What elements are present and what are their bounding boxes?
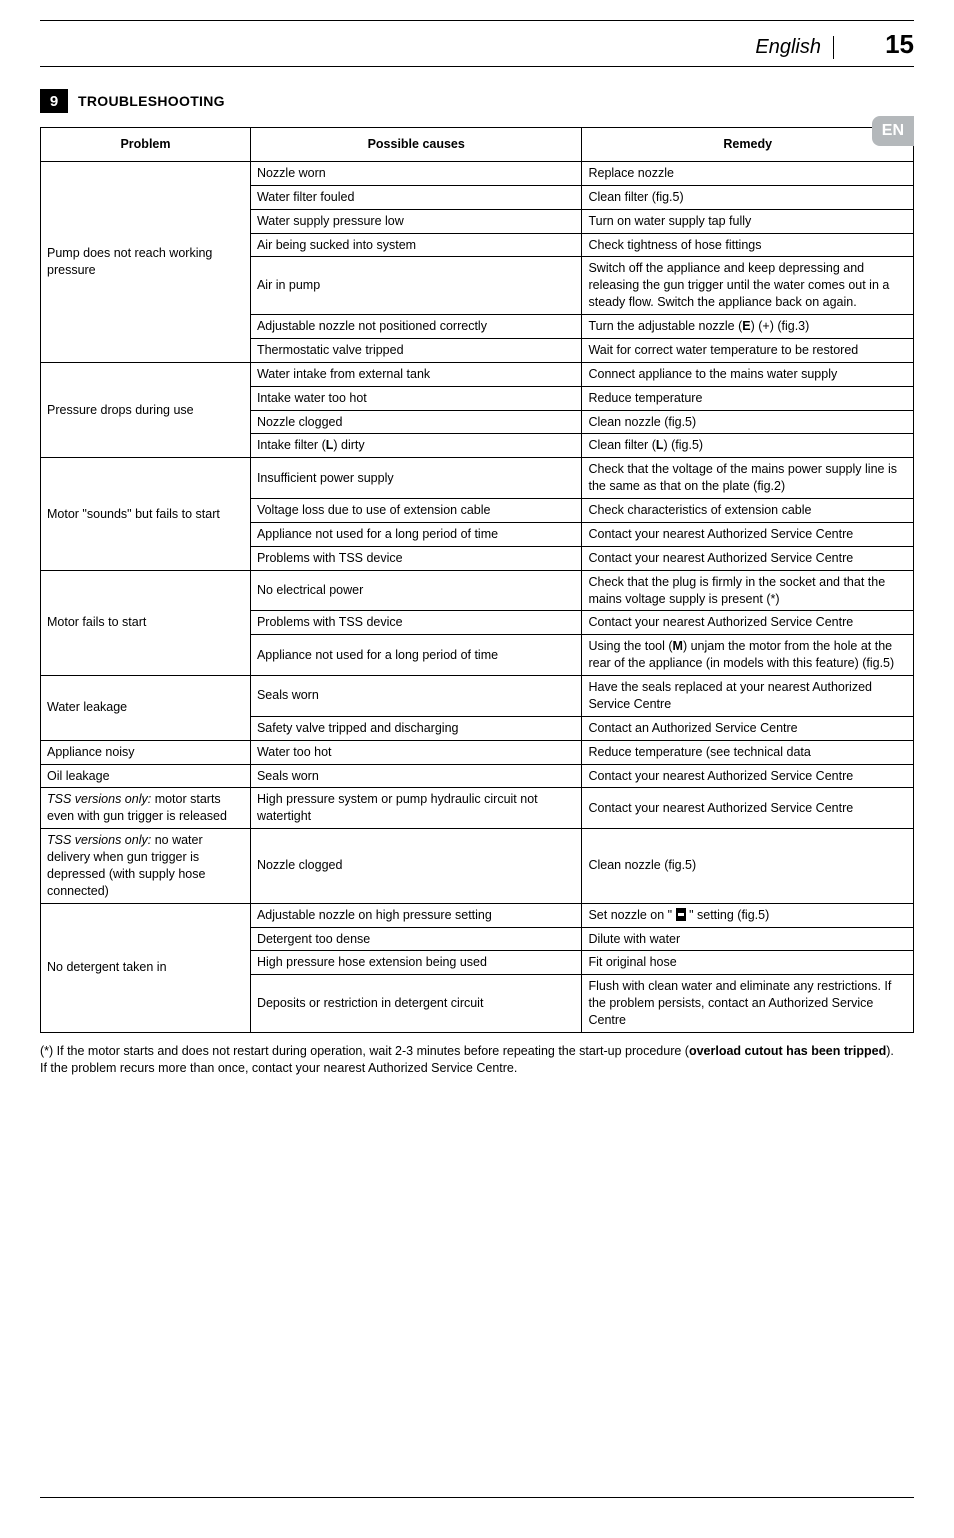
table-row: TSS versions only: motor starts even wit…: [41, 788, 914, 829]
remedy-cell: Dilute with water: [582, 927, 914, 951]
problem-cell: Motor fails to start: [41, 570, 251, 675]
cause-cell: Intake filter (L) dirty: [250, 434, 582, 458]
cause-cell: Water supply pressure low: [250, 209, 582, 233]
cause-cell: Safety valve tripped and discharging: [250, 716, 582, 740]
table-row: Water leakageSeals wornHave the seals re…: [41, 676, 914, 717]
page-header: English 15: [40, 29, 914, 67]
problem-cell: Motor "sounds" but fails to start: [41, 458, 251, 570]
col-causes: Possible causes: [250, 128, 582, 162]
remedy-cell: Check that the plug is firmly in the soc…: [582, 570, 914, 611]
table-row: Oil leakageSeals wornContact your neares…: [41, 764, 914, 788]
cause-cell: Detergent too dense: [250, 927, 582, 951]
cause-cell: Adjustable nozzle on high pressure setti…: [250, 903, 582, 927]
remedy-cell: Contact your nearest Authorized Service …: [582, 611, 914, 635]
section-title: TROUBLESHOOTING: [68, 89, 235, 113]
remedy-cell: Contact your nearest Authorized Service …: [582, 788, 914, 829]
cause-cell: Air in pump: [250, 257, 582, 315]
remedy-cell: Fit original hose: [582, 951, 914, 975]
problem-cell: Water leakage: [41, 676, 251, 741]
remedy-cell: Check that the voltage of the mains powe…: [582, 458, 914, 499]
remedy-cell: Contact your nearest Authorized Service …: [582, 546, 914, 570]
cause-cell: High pressure hose extension being used: [250, 951, 582, 975]
remedy-cell: Reduce temperature: [582, 386, 914, 410]
remedy-cell: Turn the adjustable nozzle (E) (+) (fig.…: [582, 315, 914, 339]
remedy-cell: Using the tool (M) unjam the motor from …: [582, 635, 914, 676]
cause-cell: Voltage loss due to use of extension cab…: [250, 499, 582, 523]
cause-cell: Water filter fouled: [250, 185, 582, 209]
remedy-cell: Replace nozzle: [582, 161, 914, 185]
table-body: Pump does not reach working pressureNozz…: [41, 161, 914, 1032]
cause-cell: Adjustable nozzle not positioned correct…: [250, 315, 582, 339]
problem-cell: Appliance noisy: [41, 740, 251, 764]
cause-cell: Nozzle clogged: [250, 829, 582, 904]
cause-cell: Water too hot: [250, 740, 582, 764]
problem-cell: Oil leakage: [41, 764, 251, 788]
cause-cell: Appliance not used for a long period of …: [250, 635, 582, 676]
table-header: Problem Possible causes Remedy: [41, 128, 914, 162]
remedy-cell: Contact your nearest Authorized Service …: [582, 764, 914, 788]
language-label: English: [755, 36, 834, 59]
troubleshooting-table: Problem Possible causes Remedy Pump does…: [40, 127, 914, 1033]
table-row: No detergent taken inAdjustable nozzle o…: [41, 903, 914, 927]
cause-cell: High pressure system or pump hydraulic c…: [250, 788, 582, 829]
footnote-pre: (*) If the motor starts and does not res…: [40, 1044, 689, 1058]
page-number: 15: [874, 29, 914, 60]
cause-cell: Seals worn: [250, 676, 582, 717]
remedy-cell: Contact an Authorized Service Centre: [582, 716, 914, 740]
problem-cell: Pump does not reach working pressure: [41, 161, 251, 362]
problem-cell: Pressure drops during use: [41, 362, 251, 458]
col-remedy: Remedy: [582, 128, 914, 162]
remedy-cell: Clean filter (fig.5): [582, 185, 914, 209]
remedy-cell: Check characteristics of extension cable: [582, 499, 914, 523]
remedy-cell: Clean filter (L) (fig.5): [582, 434, 914, 458]
cause-cell: Water intake from external tank: [250, 362, 582, 386]
remedy-cell: Flush with clean water and eliminate any…: [582, 975, 914, 1033]
remedy-cell: Contact your nearest Authorized Service …: [582, 522, 914, 546]
problem-cell: TSS versions only: no water delivery whe…: [41, 829, 251, 904]
remedy-cell: Turn on water supply tap fully: [582, 209, 914, 233]
table-row: Pressure drops during useWater intake fr…: [41, 362, 914, 386]
cause-cell: Deposits or restriction in detergent cir…: [250, 975, 582, 1033]
cause-cell: Nozzle clogged: [250, 410, 582, 434]
remedy-cell: Clean nozzle (fig.5): [582, 410, 914, 434]
col-problem: Problem: [41, 128, 251, 162]
remedy-cell: Have the seals replaced at your nearest …: [582, 676, 914, 717]
footnote-bold: overload cutout has been tripped: [689, 1044, 886, 1058]
cause-cell: Problems with TSS device: [250, 611, 582, 635]
cause-cell: Nozzle worn: [250, 161, 582, 185]
remedy-cell: Clean nozzle (fig.5): [582, 829, 914, 904]
section-number: 9: [40, 89, 68, 113]
cause-cell: Thermostatic valve tripped: [250, 338, 582, 362]
cause-cell: Problems with TSS device: [250, 546, 582, 570]
cause-cell: Insufficient power supply: [250, 458, 582, 499]
remedy-cell: Switch off the appliance and keep depres…: [582, 257, 914, 315]
table-row: TSS versions only: no water delivery whe…: [41, 829, 914, 904]
footnote: (*) If the motor starts and does not res…: [40, 1043, 914, 1077]
section-heading: 9 TROUBLESHOOTING: [40, 89, 914, 113]
remedy-cell: Check tightness of hose fittings: [582, 233, 914, 257]
table-row: Motor fails to startNo electrical powerC…: [41, 570, 914, 611]
cause-cell: Seals worn: [250, 764, 582, 788]
remedy-cell: Wait for correct water temperature to be…: [582, 338, 914, 362]
problem-cell: No detergent taken in: [41, 903, 251, 1032]
cause-cell: Intake water too hot: [250, 386, 582, 410]
remedy-cell: Reduce temperature (see technical data: [582, 740, 914, 764]
remedy-cell: Connect appliance to the mains water sup…: [582, 362, 914, 386]
cause-cell: Air being sucked into system: [250, 233, 582, 257]
table-row: Motor "sounds" but fails to startInsuffi…: [41, 458, 914, 499]
cause-cell: No electrical power: [250, 570, 582, 611]
problem-cell: TSS versions only: motor starts even wit…: [41, 788, 251, 829]
table-row: Pump does not reach working pressureNozz…: [41, 161, 914, 185]
table-row: Appliance noisyWater too hotReduce tempe…: [41, 740, 914, 764]
cause-cell: Appliance not used for a long period of …: [250, 522, 582, 546]
remedy-cell: Set nozzle on " " setting (fig.5): [582, 903, 914, 927]
language-badge: EN: [872, 116, 914, 146]
